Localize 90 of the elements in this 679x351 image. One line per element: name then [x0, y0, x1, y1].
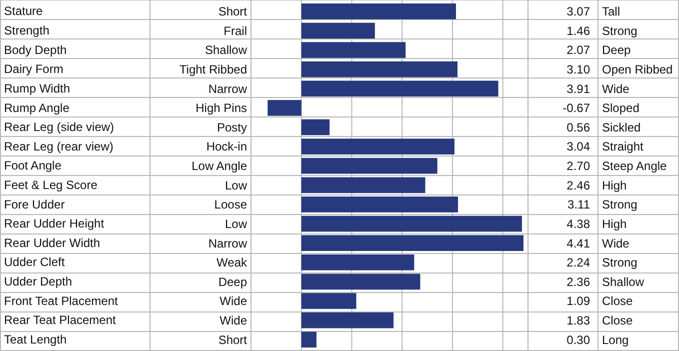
bar	[268, 100, 302, 116]
data-label: 1.83	[566, 314, 590, 328]
text: Loose	[214, 198, 248, 212]
y-tick-label: Body Depth	[4, 42, 67, 57]
text: Straight	[602, 140, 644, 154]
text: Close	[602, 314, 634, 328]
text: Frail	[224, 24, 247, 38]
data-label: 1.46	[566, 24, 590, 38]
text: Strong	[602, 256, 638, 270]
y-tick-label: Foot Angle	[4, 158, 62, 173]
bar	[301, 235, 524, 251]
text: Wide	[220, 314, 248, 328]
data-label: 1.09	[566, 294, 590, 308]
y-tick-label: Strength	[4, 24, 50, 38]
text: Close	[602, 294, 634, 308]
text: Short	[218, 332, 248, 347]
text: High	[602, 178, 627, 192]
bar	[301, 332, 316, 348]
text: High	[602, 216, 627, 231]
data-label: 0.56	[566, 120, 590, 134]
data-label: 0.30	[566, 332, 590, 347]
data-label: 3.11	[568, 198, 590, 212]
y-tick-label: Teat Length	[4, 332, 67, 346]
y-tick-label: Rump Width	[4, 81, 70, 96]
text: Wide	[602, 82, 630, 96]
y-tick-label: Udder Cleft	[4, 255, 66, 270]
data-label: -0.67	[562, 101, 590, 116]
bar	[301, 22, 375, 39]
y-tick-label: Stature	[4, 4, 44, 18]
bar	[301, 177, 426, 194]
text: Narrow	[208, 82, 248, 96]
data-label: 2.07	[566, 43, 590, 58]
text: Shallow	[204, 43, 248, 58]
text: Low	[224, 216, 248, 231]
y-tick-label: Feet & Leg Score	[4, 178, 98, 192]
data-label: 4.41	[566, 236, 590, 250]
data-label: 3.91	[566, 82, 590, 96]
text: Sloped	[602, 101, 640, 116]
data-label: 3.10	[566, 62, 590, 77]
y-tick-label: Front Teat Placement	[4, 294, 118, 308]
text: Shallow	[602, 274, 644, 289]
y-tick-label: Rear Leg (rear view)	[4, 139, 114, 154]
text: Tall	[602, 4, 620, 19]
text: Sickled	[602, 120, 641, 134]
bar	[301, 158, 438, 174]
text: Deep	[218, 274, 248, 289]
bar	[301, 312, 394, 328]
text: Posty	[216, 120, 247, 134]
text: Wide	[220, 294, 248, 308]
bar	[301, 216, 522, 232]
bar	[301, 119, 330, 136]
bar	[301, 61, 458, 78]
data-label: 2.36	[566, 274, 590, 289]
data-label: 4.38	[566, 216, 590, 231]
bar	[301, 80, 498, 97]
data-label: 3.04	[566, 140, 590, 154]
text: Low Angle	[192, 159, 248, 174]
text: High Pins	[196, 101, 247, 116]
data-label: 2.70	[566, 159, 590, 174]
bar	[301, 42, 406, 58]
text: Short	[218, 4, 248, 19]
text: Steep Angle	[602, 159, 668, 174]
y-tick-label: Rump Angle	[4, 100, 70, 115]
bar	[301, 274, 420, 290]
text: Strong	[602, 198, 638, 212]
y-tick-label: Rear Teat Placement	[4, 313, 117, 328]
text: Deep	[602, 43, 632, 58]
bar	[301, 196, 458, 212]
text: Strong	[602, 24, 638, 38]
text: Weak	[216, 256, 248, 270]
y-tick-label: Fore Udder	[4, 197, 65, 212]
bar	[301, 3, 456, 20]
bar	[301, 254, 414, 270]
bar	[301, 293, 356, 309]
text: Wide	[602, 236, 630, 250]
text: Narrow	[208, 236, 248, 250]
text: Low	[224, 178, 248, 192]
text: Hock-in	[206, 140, 247, 154]
text: Long	[602, 332, 629, 347]
text: Tight Ribbed	[179, 62, 247, 77]
data-label: 3.07	[566, 4, 590, 19]
y-tick-label: Rear Udder Height	[4, 216, 105, 231]
y-tick-label: Dairy Form	[4, 62, 64, 76]
bar	[301, 138, 454, 154]
y-tick-label: Rear Leg (side view)	[4, 120, 114, 134]
y-tick-label: Udder Depth	[4, 274, 72, 289]
data-label: 2.24	[566, 256, 590, 270]
text: Open Ribbed	[602, 62, 673, 77]
data-label: 2.46	[566, 178, 590, 192]
y-tick-label: Rear Udder Width	[4, 236, 100, 250]
